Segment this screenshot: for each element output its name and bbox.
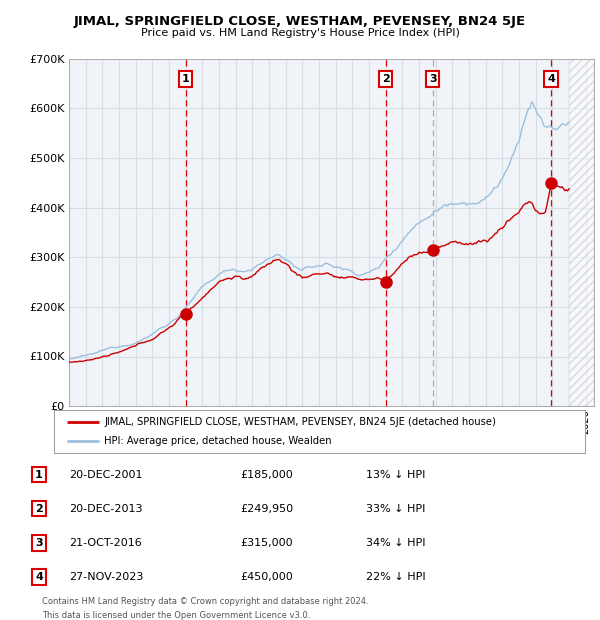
Text: 3: 3	[429, 74, 437, 84]
Bar	[569, 59, 594, 406]
Text: JIMAL, SPRINGFIELD CLOSE, WESTHAM, PEVENSEY, BN24 5JE (detached house): JIMAL, SPRINGFIELD CLOSE, WESTHAM, PEVEN…	[104, 417, 496, 427]
Text: 1: 1	[35, 469, 43, 480]
Text: HPI: Average price, detached house, Wealden: HPI: Average price, detached house, Weal…	[104, 436, 332, 446]
Text: 13% ↓ HPI: 13% ↓ HPI	[366, 469, 425, 480]
Text: Price paid vs. HM Land Registry's House Price Index (HPI): Price paid vs. HM Land Registry's House …	[140, 28, 460, 38]
Text: £185,000: £185,000	[240, 469, 293, 480]
Text: 20-DEC-2013: 20-DEC-2013	[69, 503, 143, 514]
Text: 1: 1	[182, 74, 190, 84]
Text: This data is licensed under the Open Government Licence v3.0.: This data is licensed under the Open Gov…	[42, 611, 310, 620]
Text: JIMAL, SPRINGFIELD CLOSE, WESTHAM, PEVENSEY, BN24 5JE: JIMAL, SPRINGFIELD CLOSE, WESTHAM, PEVEN…	[74, 16, 526, 29]
Text: 4: 4	[547, 74, 555, 84]
Text: 27-NOV-2023: 27-NOV-2023	[69, 572, 143, 582]
Text: £249,950: £249,950	[240, 503, 293, 514]
Text: 4: 4	[35, 572, 43, 582]
Text: 34% ↓ HPI: 34% ↓ HPI	[366, 538, 425, 548]
Text: £315,000: £315,000	[240, 538, 293, 548]
Text: 33% ↓ HPI: 33% ↓ HPI	[366, 503, 425, 514]
Text: 2: 2	[382, 74, 389, 84]
Text: 20-DEC-2001: 20-DEC-2001	[69, 469, 143, 480]
Text: 22% ↓ HPI: 22% ↓ HPI	[366, 572, 425, 582]
Text: 3: 3	[35, 538, 43, 548]
Text: Contains HM Land Registry data © Crown copyright and database right 2024.: Contains HM Land Registry data © Crown c…	[42, 597, 368, 606]
Text: 21-OCT-2016: 21-OCT-2016	[69, 538, 142, 548]
Text: 2: 2	[35, 503, 43, 514]
Text: £450,000: £450,000	[240, 572, 293, 582]
